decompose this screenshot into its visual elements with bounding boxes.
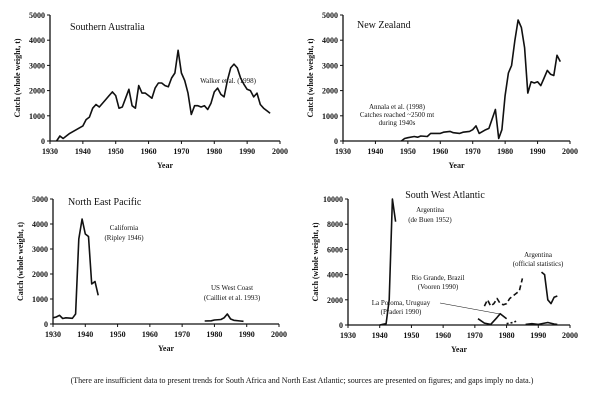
annotation: (Vooren 1990) (418, 283, 459, 291)
x-tick-label: 1980 (206, 330, 222, 339)
annotation: Rio Grande, Brazil (411, 274, 464, 282)
annotation: Argentina (524, 251, 553, 259)
panel-title: New Zealand (357, 20, 411, 31)
x-tick-label: 1930 (335, 147, 351, 156)
annotation: (Ripley 1946) (104, 234, 144, 242)
y-tick-label: 3000 (29, 61, 45, 70)
y-tick-label: 8000 (327, 220, 343, 229)
annotation: Argentina (416, 206, 445, 214)
y-tick-label: 1000 (322, 112, 338, 121)
panel-3: 1930 1940 1950 1960 1970 1980 1990 2000 0 1000 200… (16, 195, 287, 353)
annotation: Annala et al. (1998) (369, 103, 426, 111)
y-tick-label: 4000 (29, 36, 45, 45)
x-axis-label: Year (158, 344, 174, 353)
y-tick-label: 2000 (29, 87, 45, 96)
y-axis-label: Catch (whole weight, t) (16, 222, 25, 301)
y-tick-label: 4000 (327, 271, 343, 280)
annotation: La Poloma, Uruguay (372, 299, 431, 307)
x-tick-label: 1930 (45, 330, 61, 339)
x-tick-label: 1960 (142, 330, 158, 339)
series-line-1 (401, 20, 560, 141)
x-tick-label: 1990 (239, 147, 255, 156)
y-tick-label: 3000 (322, 61, 338, 70)
y-tick-label: 0 (339, 321, 343, 330)
x-tick-label: 1980 (206, 147, 222, 156)
x-tick-label: 1980 (499, 331, 515, 340)
panel-title: North East Pacific (68, 197, 142, 208)
y-tick-label: 0 (334, 137, 338, 146)
y-tick-label: 5000 (32, 195, 48, 204)
annotation: California (110, 224, 139, 232)
x-tick-label: 2000 (562, 147, 578, 156)
annotation: during 1940s (379, 119, 416, 127)
x-tick-label: 1950 (400, 147, 416, 156)
x-tick-label: 1960 (141, 147, 157, 156)
x-tick-label: 1940 (75, 147, 91, 156)
series-line-6 (526, 323, 558, 325)
panel-4: 1930 1940 1950 1960 1970 1980 1990 2000 0 2000 400… (311, 190, 578, 354)
series-line-1 (53, 219, 98, 319)
footnote: (There are insufficient data to present … (71, 376, 534, 385)
x-tick-label: 1940 (367, 147, 383, 156)
y-axis-label: Catch (whole weight, t) (311, 222, 320, 301)
y-tick-label: 3000 (32, 245, 48, 254)
x-tick-label: 1950 (108, 147, 124, 156)
x-tick-label: 1930 (340, 331, 356, 340)
x-tick-label: 1930 (42, 147, 58, 156)
annotation: (official statistics) (513, 260, 564, 268)
y-tick-label: 1000 (29, 112, 45, 121)
y-tick-label: 0 (44, 320, 48, 329)
series-line-3 (478, 314, 507, 325)
y-tick-label: 0 (41, 137, 45, 146)
x-tick-label: 1970 (465, 147, 481, 156)
panel-2: 1930 1940 1950 1960 1970 1980 1990 2000 0 1000 200… (306, 11, 578, 170)
y-tick-label: 5000 (29, 11, 45, 20)
x-tick-label: 1990 (530, 147, 546, 156)
x-tick-label: 2000 (272, 147, 288, 156)
y-tick-label: 4000 (322, 36, 338, 45)
x-tick-label: 1940 (372, 331, 388, 340)
y-tick-label: 1000 (32, 295, 48, 304)
annotation: US West Coast (211, 284, 253, 292)
x-tick-label: 1970 (173, 147, 189, 156)
x-tick-label: 1950 (403, 331, 419, 340)
annotation-arrow (440, 303, 500, 314)
panel-title: South West Atlantic (405, 190, 485, 201)
x-tick-label: 1950 (110, 330, 126, 339)
y-axis-label: Catch (whole weight, t) (306, 38, 315, 117)
x-tick-label: 1970 (467, 331, 483, 340)
y-tick-label: 2000 (32, 270, 48, 279)
x-tick-label: 1960 (435, 331, 451, 340)
x-tick-label: 1940 (77, 330, 93, 339)
x-tick-label: 2000 (562, 331, 578, 340)
x-tick-label: 1980 (497, 147, 513, 156)
panel-1: 1930 1940 1950 1960 1970 1980 1990 2000 0 1000 200… (13, 11, 288, 170)
series-line-2 (484, 278, 522, 306)
series-line-4 (507, 321, 516, 324)
y-tick-label: 2000 (327, 296, 343, 305)
panel-title: Southern Australia (70, 22, 145, 33)
y-tick-label: 10000 (323, 195, 343, 204)
y-axis-label: Catch (whole weight, t) (13, 38, 22, 117)
series-line-5 (542, 272, 558, 304)
annotation: Catches reached ~2500 mt (360, 111, 434, 119)
y-tick-label: 5000 (322, 11, 338, 20)
y-tick-label: 4000 (32, 220, 48, 229)
x-axis-label: Year (157, 161, 173, 170)
y-tick-label: 2000 (322, 87, 338, 96)
x-tick-label: 1990 (530, 331, 546, 340)
x-axis-label: Year (451, 345, 467, 354)
annotation: (de Buen 1952) (408, 216, 452, 224)
series-line-2 (205, 314, 244, 321)
x-axis-label: Year (449, 161, 465, 170)
x-tick-label: 2000 (271, 330, 287, 339)
y-tick-label: 6000 (327, 245, 343, 254)
x-tick-label: 1990 (239, 330, 255, 339)
x-tick-label: 1960 (432, 147, 448, 156)
series-line-1 (57, 50, 271, 141)
annotation: (Cailliet et al. 1993) (204, 294, 261, 302)
x-tick-label: 1970 (174, 330, 190, 339)
